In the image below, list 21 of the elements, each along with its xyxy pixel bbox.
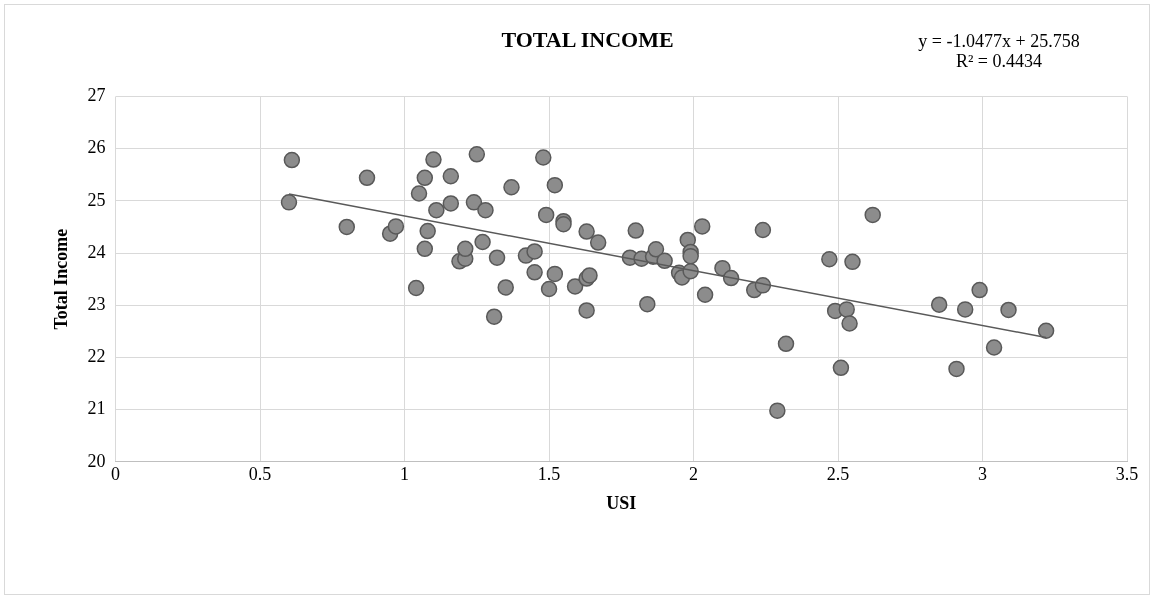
x-axis-title: USI: [606, 492, 637, 513]
y-axis-title: Total Income: [51, 228, 72, 330]
y-tick-label: 23: [87, 293, 106, 314]
y-tick-label: 21: [87, 398, 106, 419]
x-tick-label: 3.5: [1115, 464, 1139, 485]
x-tick-label: 2.5: [826, 464, 850, 485]
chart-title: TOTAL INCOME: [501, 26, 674, 52]
x-tick-label: 1.5: [537, 464, 561, 485]
y-tick-label: 25: [87, 189, 106, 210]
y-tick-label: 20: [87, 450, 106, 471]
x-tick-label: 2: [689, 464, 699, 485]
x-tick-label: 3: [978, 464, 988, 485]
x-tick-label: 0.5: [248, 464, 272, 485]
y-tick-label: 26: [87, 137, 106, 158]
x-tick-label: 0: [111, 464, 121, 485]
text: R² = 0.4434: [955, 51, 1043, 72]
y-tick-label: 22: [87, 346, 106, 367]
x-tick-label: 1: [400, 464, 410, 485]
y-tick-label: 24: [87, 241, 106, 262]
y-tick-label: 27: [87, 85, 106, 106]
text: y = -1.0477x + 25.758: [918, 31, 1080, 52]
